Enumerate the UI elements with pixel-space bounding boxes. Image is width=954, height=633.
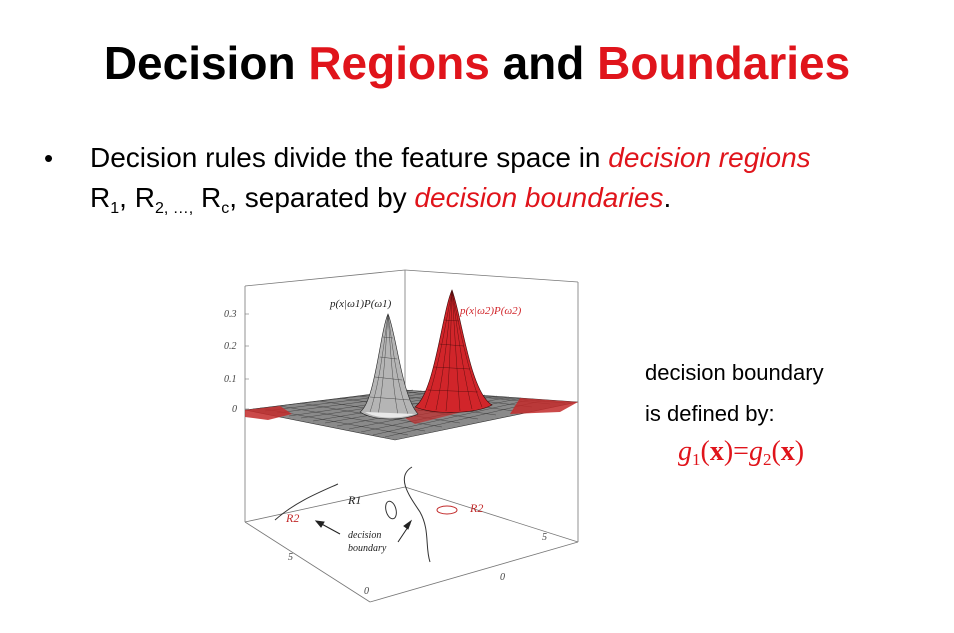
- title-word-and: and: [502, 37, 585, 89]
- bullet-text-decision-regions: decision regions: [608, 142, 811, 173]
- label-class-1: p(x|ω1)P(ω1): [329, 298, 392, 310]
- region-label-r1: R1: [347, 493, 361, 507]
- boundary-formula: g1(x)=g2(x): [678, 436, 805, 469]
- annotation-boundary: boundary: [348, 543, 387, 554]
- title-word-decision: Decision: [103, 37, 296, 89]
- floor-tick-labels: 5 0 0 5: [288, 532, 547, 597]
- region-label-r2-left: R2: [285, 511, 299, 525]
- bullet-dot: •: [44, 143, 54, 173]
- z-tick-label: 0: [232, 404, 237, 415]
- title-word-regions: Regions: [308, 37, 490, 89]
- bullet-line-2: R1, R2, …, Rc, separated by decision bou…: [90, 182, 672, 217]
- z-tick-label: 0.2: [224, 341, 237, 352]
- boundary-note: decision boundary is defined by:: [645, 352, 824, 434]
- annotation-decision: decision: [348, 530, 381, 541]
- boundary-ellipse-small: [385, 500, 397, 520]
- boundary-ellipse-red: [436, 505, 458, 515]
- z-tick-label: 0.3: [224, 309, 237, 320]
- boundary-note-line-1: decision boundary: [645, 360, 824, 385]
- floor-tick-label: 5: [542, 532, 547, 543]
- z-tick-label: 0.1: [224, 374, 237, 385]
- title-word-boundaries: Boundaries: [597, 37, 851, 89]
- bullet-text-plain: Decision rules divide the feature space …: [90, 142, 601, 173]
- boundary-curve-right: [403, 466, 431, 563]
- region-symbol-rc: Rc: [200, 182, 230, 217]
- region-symbol-r2: R2, …,: [134, 182, 194, 217]
- peak-class-1: [359, 313, 419, 420]
- z-axis: 0.3 0.2 0.1 0: [224, 309, 237, 415]
- region-red-left: [245, 406, 292, 420]
- region-red-right: [510, 398, 578, 414]
- region-label-r2-right: R2: [469, 501, 483, 515]
- z-axis-ticks: [245, 313, 249, 410]
- boundary-curve-left: [274, 483, 339, 521]
- boundary-note-line-2: is defined by:: [645, 401, 775, 426]
- floor-tick-label: 0: [500, 572, 505, 583]
- floor-tick-label: 5: [288, 552, 293, 563]
- floor-tick-label: 0: [364, 586, 369, 597]
- label-class-2: p(x|ω2)P(ω2): [459, 305, 522, 317]
- bullet-line-1: Decision rules divide the feature space …: [90, 138, 811, 178]
- decision-region-3d-plot: 0.3 0.2 0.1 0 p(x|ω1)P(ω1) p(x|ω2)P(ω2) …: [224, 269, 579, 603]
- boundary-arrows: [314, 519, 413, 543]
- slide-title: Decision Regions and Boundaries: [0, 38, 954, 89]
- bullet-text-separated: , separated by: [229, 182, 407, 213]
- region-symbol-r1: R1: [90, 182, 120, 217]
- peak-class-2: [414, 289, 493, 413]
- bullet-text-decision-boundaries: decision boundaries: [414, 182, 664, 213]
- boundary-curves: [274, 466, 458, 563]
